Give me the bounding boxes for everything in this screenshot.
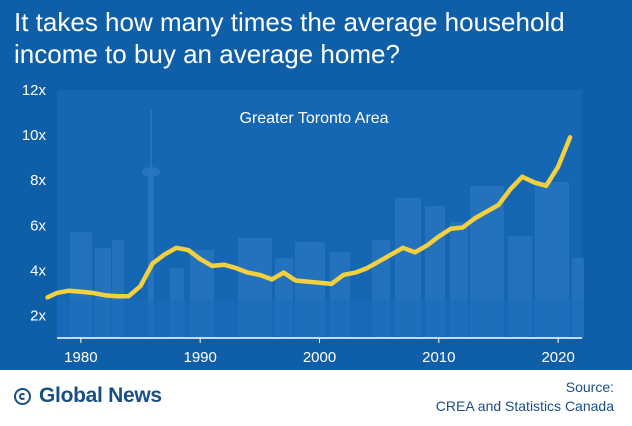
x-tick-label: 1980 (64, 349, 97, 366)
source-text: CREA and Statistics Canada (435, 398, 614, 414)
series-lines (45, 135, 573, 300)
y-tick-label: 12x (22, 82, 47, 99)
source-note: Source: CREA and Statistics Canada (436, 378, 614, 416)
y-tick-label: 4x (30, 262, 46, 279)
y-tick-label: 10x (22, 127, 47, 144)
y-tick-label: 8x (30, 172, 46, 189)
waterfront (57, 300, 582, 338)
cn-tower-pod (142, 167, 160, 177)
region-annotation: Greater Toronto Area (239, 110, 388, 127)
y-tick-label: 6x (30, 217, 46, 234)
price-to-income-line (45, 135, 573, 300)
x-tick-label: 2020 (541, 349, 574, 366)
source-label: Source: (565, 379, 614, 395)
chart-title: It takes how many times the average hous… (14, 7, 565, 69)
x-tick-label: 2010 (422, 349, 455, 366)
toronto-skyline-background (57, 90, 584, 338)
footer: Global News Source: CREA and Statistics … (0, 370, 632, 426)
x-tick-label: 1990 (183, 349, 216, 366)
x-axis: 1980 1990 2000 2010 2020 (57, 337, 582, 366)
y-axis: 2x 4x 6x 8x 10x 12x (22, 82, 47, 324)
logo-text: Global News (39, 384, 162, 407)
cn-tower-shaft (148, 170, 154, 338)
cn-tower-spire (150, 110, 152, 170)
global-news-logo-icon (14, 387, 31, 405)
x-tick-label: 2000 (303, 349, 336, 366)
y-tick-label: 2x (30, 307, 46, 324)
line-chart: 2x 4x 6x 8x 10x 12x 1980 1990 2000 2010 2020 Grea… (22, 82, 584, 366)
global-news-logo: Global News (14, 384, 162, 408)
